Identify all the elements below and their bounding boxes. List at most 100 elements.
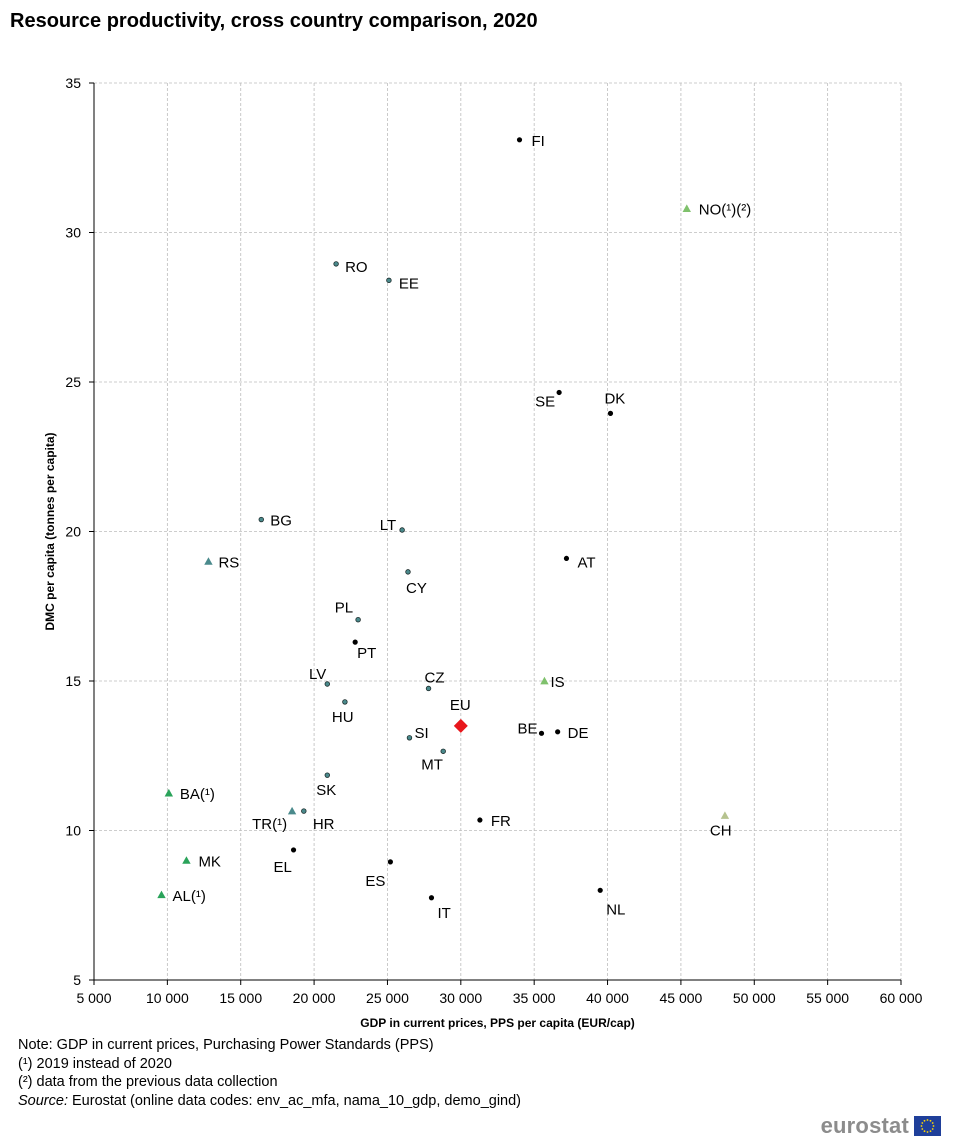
flag-star — [923, 1119, 926, 1122]
y-tick-label: 25 — [65, 374, 81, 390]
point-ee — [386, 277, 392, 284]
point-nl — [597, 887, 603, 893]
point-at — [563, 555, 570, 562]
label-eu: EU — [450, 697, 471, 714]
label-hu: HU — [332, 709, 354, 726]
point-ba — [164, 788, 174, 797]
point-se — [556, 389, 562, 396]
eurostat-logo: eurostat — [821, 1113, 941, 1139]
label-ee: EE — [399, 275, 419, 292]
label-si: SI — [414, 725, 428, 742]
y-tick-label: 10 — [65, 823, 81, 839]
label-fi: FI — [532, 133, 545, 150]
point-sk — [324, 772, 330, 778]
flag-star — [923, 1130, 926, 1133]
flag-star — [932, 1125, 935, 1127]
point-lv — [324, 681, 330, 687]
flag-star — [921, 1128, 924, 1130]
x-tick-label: 40 000 — [586, 990, 629, 1006]
label-cy: CY — [406, 580, 427, 597]
source-text: Eurostat (online data codes: env_ac_mfa,… — [67, 1092, 522, 1109]
flag-star — [929, 1130, 932, 1133]
label-ba: BA(¹) — [180, 786, 215, 803]
label-el: EL — [274, 859, 292, 876]
point-bg — [258, 516, 264, 523]
flag-star — [926, 1119, 929, 1121]
x-tick-label: 15 000 — [219, 990, 262, 1006]
label-dk: DK — [604, 390, 625, 407]
point-no — [682, 204, 691, 212]
point-mt — [440, 748, 446, 754]
x-axis-ticks: 5 000 10 000 15 000 20 000 25 000 30 000 35 00… — [76, 980, 923, 1006]
point-pt — [352, 639, 358, 645]
label-cz: CZ — [425, 669, 445, 686]
scatter-chart: 5 000 10 000 15 000 20 000 25 000 30 000 35 00… — [43, 75, 923, 1030]
note-line-3: (²) data from the previous data collecti… — [18, 1074, 278, 1090]
point-labels: FI NO(¹)(²) RO EE SE DK BG LT RS AT CY PL PT LV CZ IS HU… — [172, 133, 751, 922]
label-se: SE — [535, 393, 555, 410]
x-tick-label: 20 000 — [293, 990, 336, 1006]
y-tick-label: 35 — [65, 75, 81, 91]
x-tick-label: 10 000 — [146, 990, 189, 1006]
x-tick-label: 55 000 — [806, 990, 849, 1006]
point-lt — [399, 527, 405, 533]
label-fr: FR — [491, 813, 511, 830]
point-tr — [287, 806, 297, 815]
x-tick-label: 30 000 — [439, 990, 482, 1006]
note-line-1: Note: GDP in current prices, Purchasing … — [18, 1037, 434, 1053]
label-rs: RS — [218, 554, 239, 571]
point-cy — [405, 569, 411, 575]
grid-lines — [93, 82, 902, 981]
point-fi — [516, 137, 523, 143]
point-al — [157, 890, 166, 899]
point-de — [555, 729, 561, 735]
point-pl — [355, 617, 361, 623]
label-is: IS — [550, 674, 564, 691]
y-tick-label: 15 — [65, 673, 81, 689]
point-el — [290, 847, 297, 853]
label-at: AT — [577, 554, 595, 571]
flag-star — [926, 1131, 929, 1133]
point-eu — [453, 718, 468, 733]
point-hu — [342, 699, 348, 705]
y-tick-label: 30 — [65, 225, 81, 241]
note-line-2: (¹) 2019 instead of 2020 — [18, 1055, 172, 1072]
point-si — [406, 735, 413, 741]
flag-star — [920, 1125, 923, 1127]
label-ro: RO — [345, 259, 368, 276]
x-tick-label: 50 000 — [733, 990, 776, 1006]
label-hr: HR — [313, 816, 335, 833]
x-axis-title: GDP in current prices, PPS per capita (E… — [360, 1016, 635, 1030]
point-es — [387, 859, 393, 865]
y-axis-ticks: 5 10 15 20 25 30 35 — [65, 75, 94, 988]
y-tick-label: 5 — [73, 972, 81, 988]
label-be: BE — [518, 720, 538, 737]
point-is — [540, 676, 549, 685]
label-lv: LV — [309, 666, 326, 683]
label-al: AL(¹) — [172, 888, 205, 905]
source-line: Source: Eurostat (online data codes: env… — [18, 1092, 521, 1111]
point-mk — [182, 856, 191, 864]
label-lt: LT — [380, 517, 396, 534]
label-tr: TR(¹) — [252, 816, 287, 833]
label-sk: SK — [316, 782, 336, 799]
point-it — [428, 895, 435, 901]
source-label: Source: — [18, 1092, 68, 1109]
flag-star — [931, 1122, 934, 1124]
point-be — [538, 730, 545, 736]
y-axis-title: DMC per capita (tonnes per capita) — [43, 432, 57, 630]
logo-text: eurostat — [820, 1113, 909, 1138]
flag-star — [929, 1119, 932, 1122]
label-no: NO(¹)(²) — [699, 202, 751, 219]
label-pt: PT — [357, 645, 376, 662]
data-points — [157, 137, 730, 901]
x-tick-label: 25 000 — [366, 990, 409, 1006]
point-fr — [477, 817, 483, 823]
x-tick-label: 45 000 — [659, 990, 702, 1006]
point-rs — [204, 557, 213, 565]
label-pl: PL — [335, 600, 353, 617]
x-tick-label: 60 000 — [880, 990, 923, 1006]
label-mt: MT — [421, 756, 443, 773]
flag-star — [921, 1122, 924, 1124]
point-ch — [720, 811, 730, 819]
